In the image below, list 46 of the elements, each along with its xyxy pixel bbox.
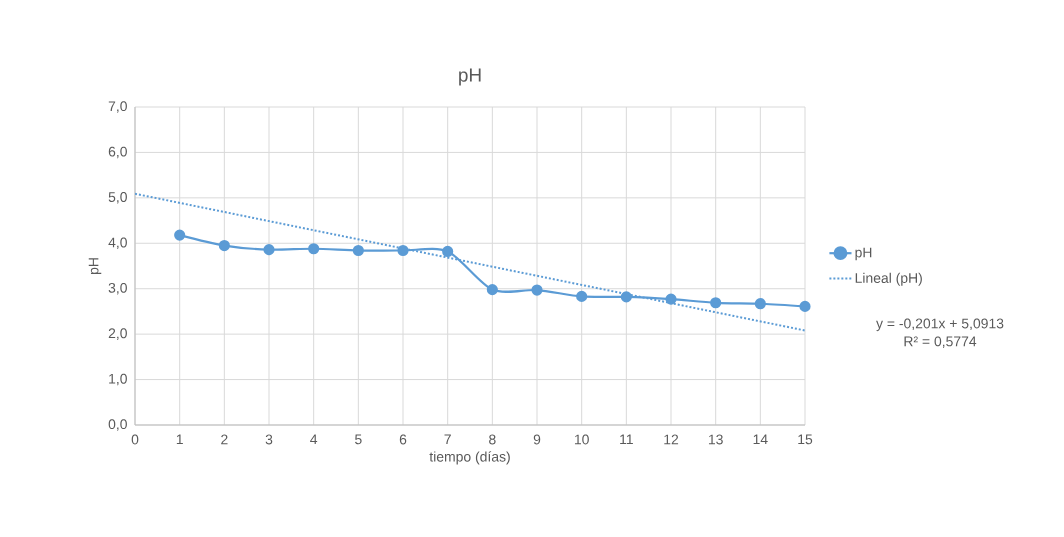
x-tick-label: 4	[310, 434, 318, 445]
point	[531, 284, 543, 296]
y-tick-label: 2,0	[108, 328, 127, 340]
point	[218, 239, 230, 252]
x-tick-label: 10	[574, 434, 589, 445]
y-tick-label: 4,0	[108, 237, 127, 250]
x-tick-label: 7	[444, 434, 451, 445]
text: R² = 0,5774	[904, 336, 977, 348]
y-tick-label: 1,0	[109, 373, 127, 386]
x-tick-label: 15	[798, 434, 813, 445]
x-tick-label: 3	[265, 434, 273, 445]
y-tick-label: 0,0	[108, 419, 127, 431]
x-tick-label: 8	[489, 434, 496, 445]
x-tick-label: 0	[131, 434, 139, 445]
point	[576, 290, 588, 303]
point	[308, 243, 320, 255]
chart-title: pH	[459, 68, 481, 86]
point	[174, 229, 186, 241]
point	[754, 298, 766, 310]
x-tick-label: 9	[533, 434, 541, 445]
legend-label: Lineal (pH)	[855, 272, 922, 286]
point	[442, 245, 454, 258]
point	[263, 244, 275, 256]
point	[352, 244, 364, 257]
x-tick-label: 13	[708, 434, 723, 445]
point	[397, 244, 409, 257]
y-axis-title: pH	[88, 258, 102, 274]
y-tick-label: 5,0	[108, 192, 127, 204]
point	[620, 291, 632, 303]
point	[710, 297, 722, 309]
y-tick-label: 3,0	[108, 282, 127, 295]
x-tick-label: 2	[221, 434, 228, 445]
x-tick-label: 6	[399, 434, 407, 445]
x-tick-label: 1	[176, 434, 183, 445]
point	[665, 293, 677, 305]
point	[799, 300, 811, 312]
point	[486, 284, 498, 296]
text: y = -0,201x + 5,0913	[876, 318, 1004, 332]
y-tick-label: 6,0	[108, 146, 127, 159]
x-tick-label: 12	[664, 434, 679, 445]
x-axis-title: tiempo (días)	[429, 451, 510, 465]
x-tick-label: 11	[620, 434, 633, 445]
y-tick-label: 7,0	[108, 101, 127, 113]
x-tick-label: 5	[355, 434, 362, 445]
x-tick-label: 14	[753, 434, 768, 445]
legend-label: pH	[855, 247, 872, 261]
